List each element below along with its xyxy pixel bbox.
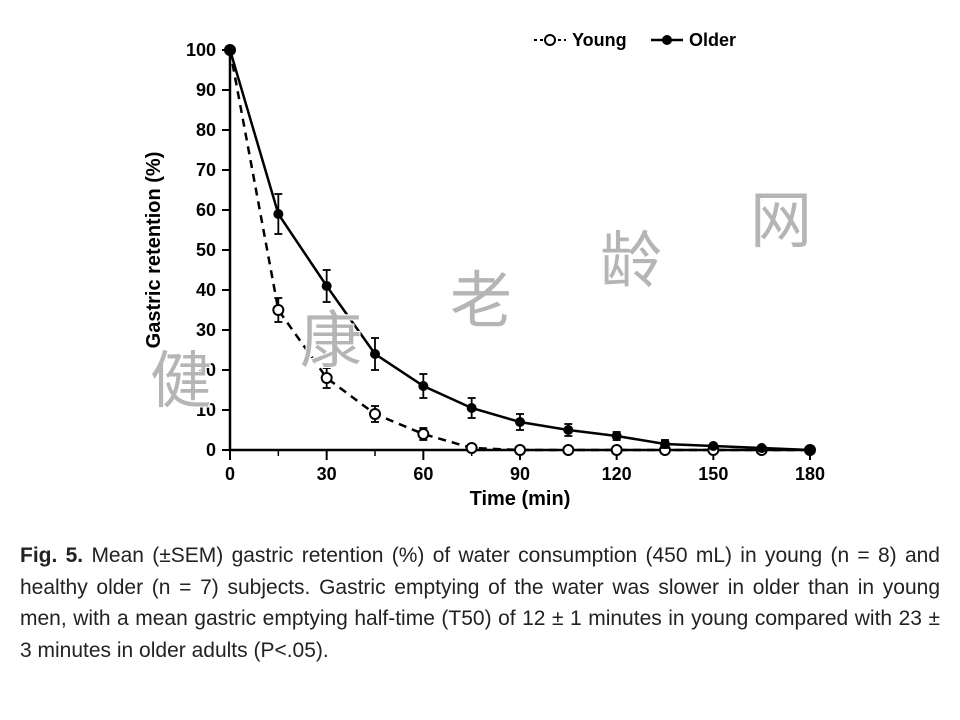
- svg-text:0: 0: [206, 440, 216, 460]
- chart-svg: 0 10 20 30 40 50 60 70 80 90 100 0 30 60 90 120 150 180 Ti…: [120, 20, 840, 520]
- svg-text:80: 80: [196, 120, 216, 140]
- svg-text:40: 40: [196, 280, 216, 300]
- svg-text:30: 30: [317, 464, 337, 484]
- svg-text:30: 30: [196, 320, 216, 340]
- svg-text:90: 90: [196, 80, 216, 100]
- svg-text:60: 60: [196, 200, 216, 220]
- svg-text:120: 120: [602, 464, 632, 484]
- svg-text:180: 180: [795, 464, 825, 484]
- svg-text:150: 150: [698, 464, 728, 484]
- svg-text:Older: Older: [689, 30, 736, 50]
- chart-area: 0 10 20 30 40 50 60 70 80 90 100 0 30 60 90 120 150 180 Ti…: [120, 20, 840, 520]
- svg-text:60: 60: [413, 464, 433, 484]
- figure-caption: Fig. 5. Mean (±SEM) gastric retention (%…: [20, 540, 940, 666]
- svg-text:10: 10: [196, 400, 216, 420]
- svg-text:Time (min): Time (min): [470, 488, 571, 510]
- svg-text:70: 70: [196, 160, 216, 180]
- svg-text:Gastric retention (%): Gastric retention (%): [143, 152, 165, 349]
- caption-text: Mean (±SEM) gastric retention (%) of wat…: [20, 544, 940, 662]
- caption-prefix: Fig. 5.: [20, 544, 83, 567]
- svg-text:100: 100: [186, 40, 216, 60]
- svg-text:90: 90: [510, 464, 530, 484]
- svg-text:0: 0: [225, 464, 235, 484]
- svg-text:Young: Young: [572, 30, 627, 50]
- svg-text:50: 50: [196, 240, 216, 260]
- svg-text:20: 20: [196, 360, 216, 380]
